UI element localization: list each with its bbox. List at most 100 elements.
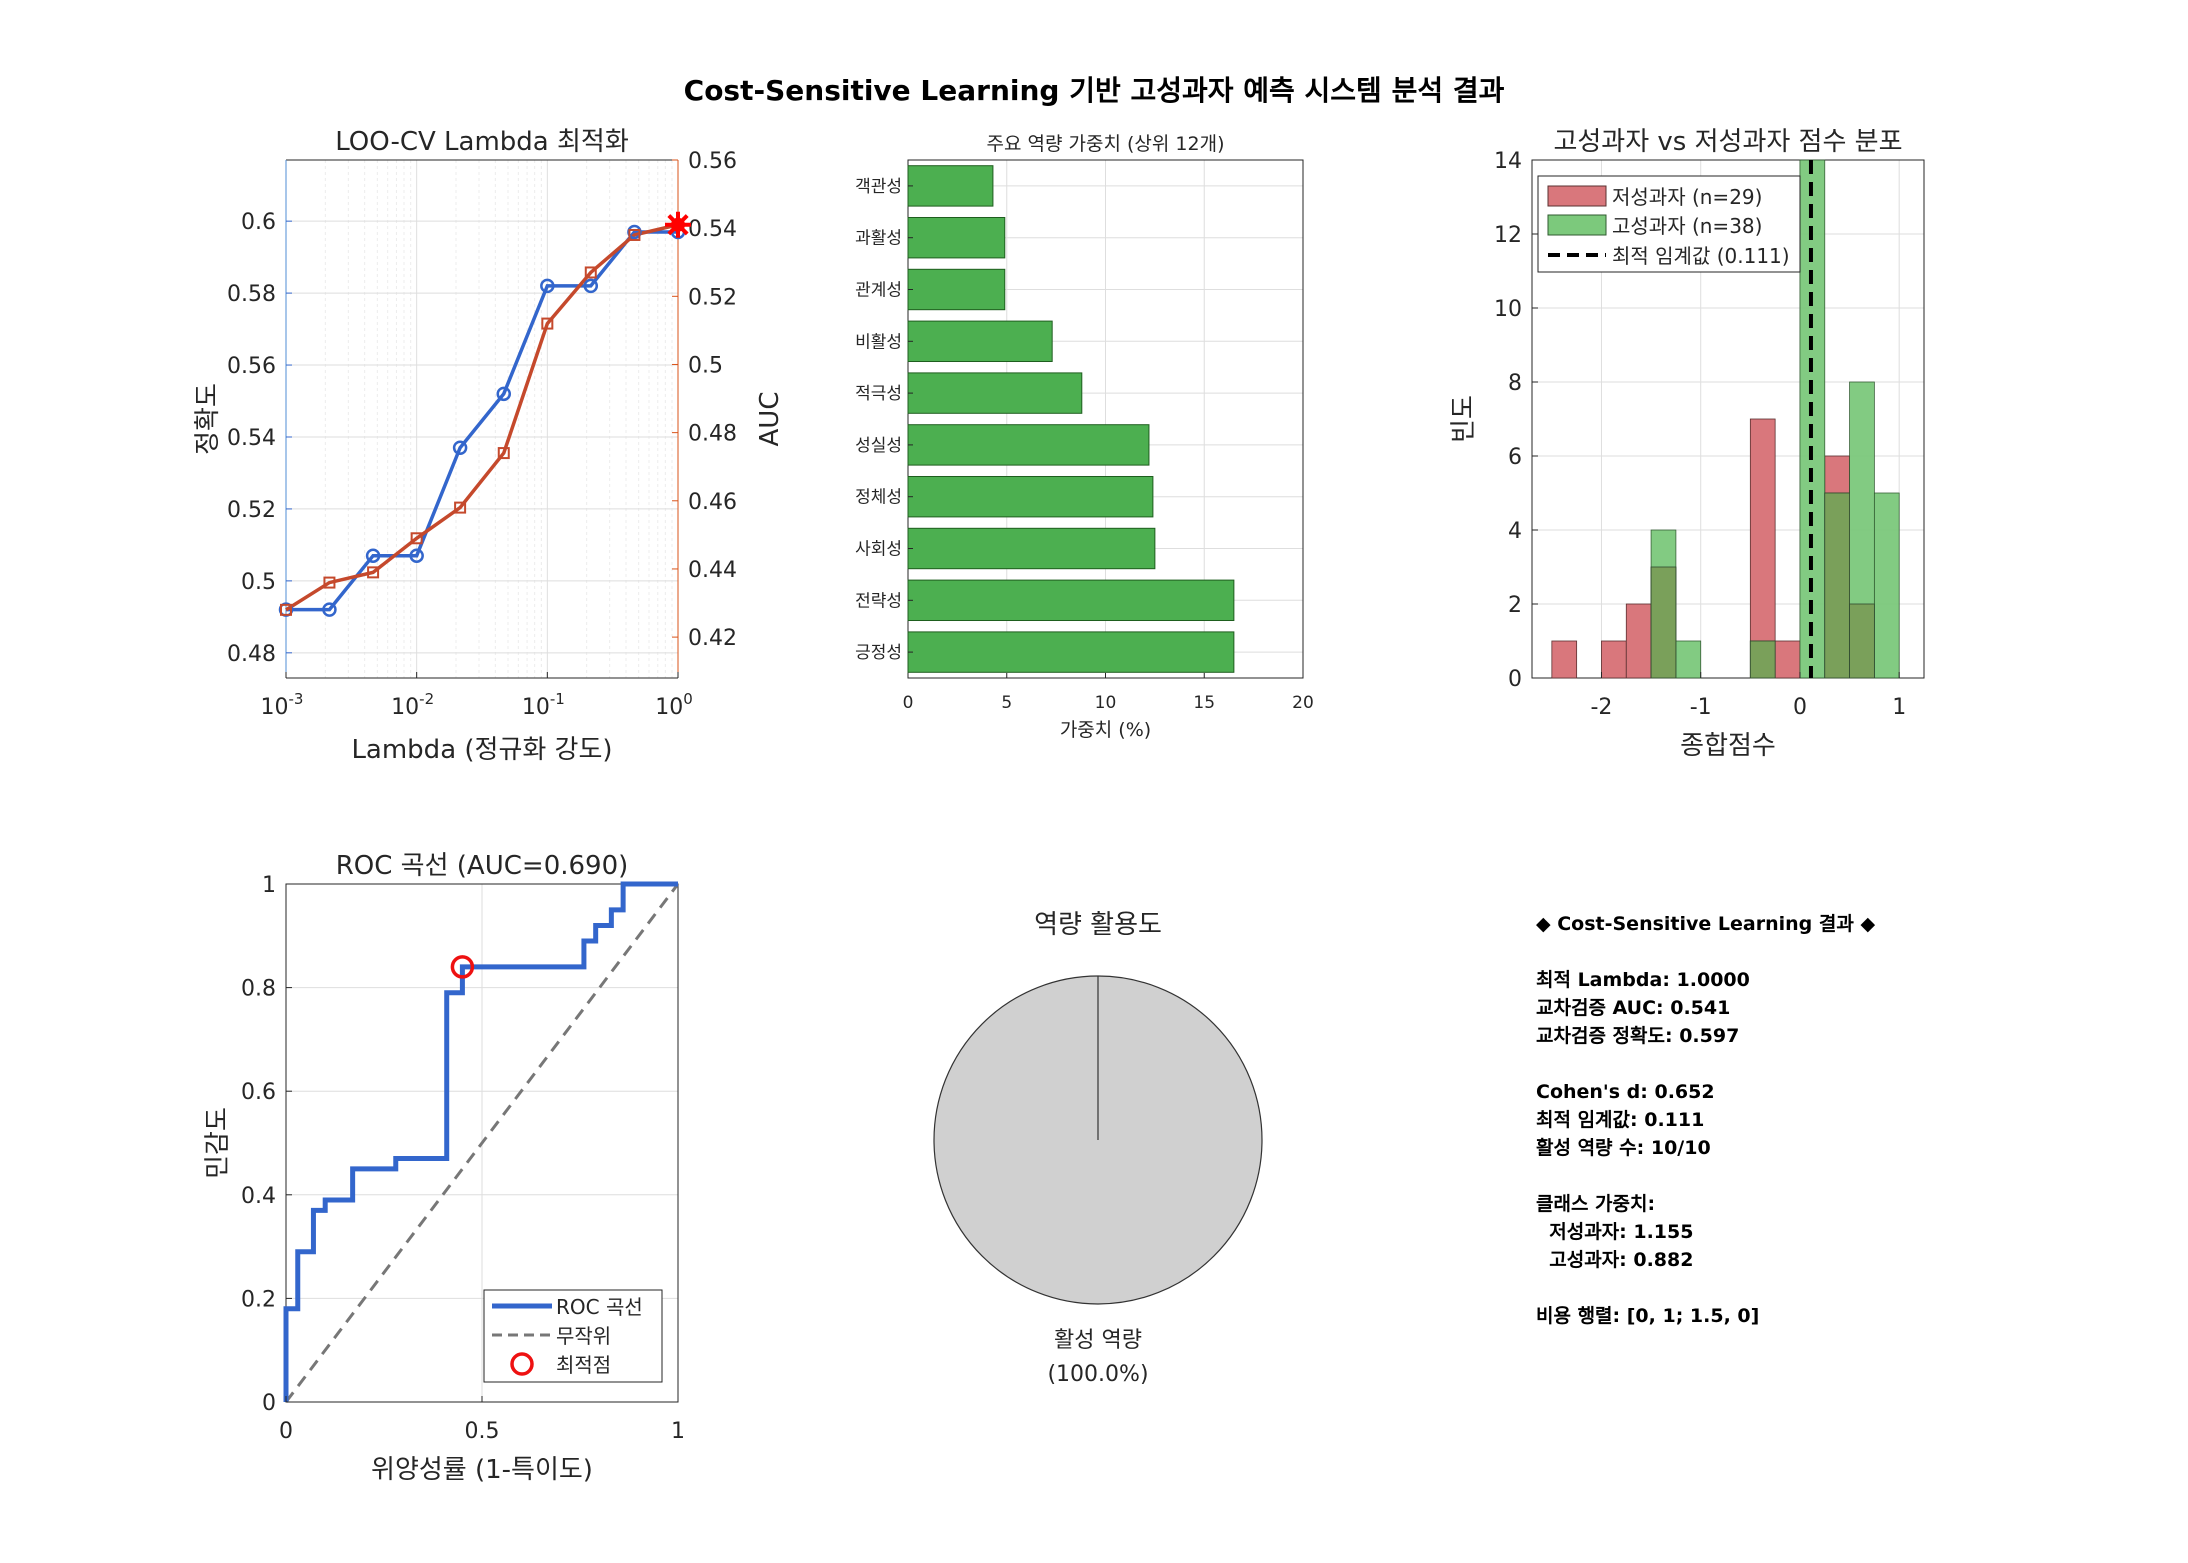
results-line: 활성 역량 수: 10/10 <box>1536 1137 1711 1159</box>
auc-point <box>280 603 292 616</box>
y-tick-label: 14 <box>1494 149 1522 174</box>
results-line: 최적 Lambda: 1.0000 <box>1536 969 1750 991</box>
low-performer-bar <box>1625 603 1652 679</box>
x-tick-label: 5 <box>1001 693 1012 713</box>
y-tick-label: 0.8 <box>241 977 276 1002</box>
low-performer-bar <box>1551 640 1578 679</box>
x-tick-label: 0 <box>1793 695 1807 720</box>
lambda-chart: 0.48 0.5 0.52 0.54 0.56 0.58 0.6 0.42 0.44 0.46 0.… <box>193 127 785 765</box>
low-performer-bar <box>1774 640 1801 679</box>
x-axis-label: Lambda (정규화 강도) <box>351 735 612 765</box>
x-tick-label: 1 <box>671 1419 685 1444</box>
accuracy-point <box>583 278 599 294</box>
category-label: 성실성 <box>855 436 902 456</box>
right-tick-label: 0.48 <box>688 422 737 447</box>
bar <box>907 579 1235 622</box>
low-performer-bar <box>1601 640 1627 679</box>
optimal-point <box>450 955 475 979</box>
optimum-marker <box>665 211 691 238</box>
right-tick-label: 0.46 <box>688 490 737 515</box>
left-tick-label: 0.56 <box>227 354 276 379</box>
x-tick-label: 10-3 <box>261 690 304 720</box>
plot-box <box>1531 159 1925 679</box>
y-axis-label: 빈도 <box>1449 395 1479 443</box>
bar <box>907 268 1006 311</box>
auc-point <box>454 501 467 514</box>
chart-title: 고성과자 vs 저성과자 점수 분포 <box>1553 127 1902 157</box>
accuracy-point <box>496 386 512 402</box>
category-label: 사회성 <box>855 540 902 560</box>
left-tick-label: 0.52 <box>227 498 276 523</box>
bar <box>907 527 1156 570</box>
overlap-bar <box>1650 566 1677 679</box>
category-label: 객관성 <box>855 177 902 197</box>
y-axis-label-right: AUC <box>755 392 785 447</box>
auc-point <box>497 447 510 460</box>
x-axis-label: 위양성률 (1-특이도) <box>371 1455 593 1485</box>
auc-point <box>584 266 597 279</box>
category-label: 적극성 <box>855 384 902 404</box>
left-tick-label: 0.6 <box>241 210 276 235</box>
x-tick-base: 10 <box>522 695 550 720</box>
x-tick-base: 10 <box>655 695 683 720</box>
legend-label: 고성과자 (n=38) <box>1612 214 1762 238</box>
right-tick-label: 0.42 <box>688 626 737 651</box>
y-tick-label: 10 <box>1494 297 1522 322</box>
accuracy-point <box>365 548 381 563</box>
bar <box>907 631 1235 673</box>
auc-line <box>285 223 679 612</box>
legend: 저성과자 (n=29) 고성과자 (n=38) 최적 임계값 (0.111) <box>1537 175 1801 273</box>
roc-chart: 0 0.5 1 0 0.2 0.4 0.6 0.8 1 ROC 곡선 (AUC=0.690) 위양성… <box>203 851 685 1485</box>
overlap-bar <box>1849 603 1875 679</box>
legend-label: ROC 곡선 <box>556 1295 643 1319</box>
x-axis-label: 종합점수 <box>1680 731 1776 761</box>
category-label: 관계성 <box>855 281 902 301</box>
right-tick-label: 0.44 <box>688 558 737 583</box>
bar <box>907 372 1083 414</box>
bar <box>907 320 1053 363</box>
results-line: 최적 임계값: 0.111 <box>1536 1109 1704 1131</box>
auc-point <box>541 317 554 330</box>
chart-title: 주요 역량 가중치 (상위 12개) <box>987 133 1225 155</box>
auc-point <box>323 576 336 589</box>
x-tick-label: 10-2 <box>391 690 434 720</box>
low-performer-bar <box>1749 418 1776 679</box>
results-line: 고성과자: 0.882 <box>1536 1249 1693 1271</box>
category-label: 긍정성 <box>855 643 902 663</box>
y-tick-label: 6 <box>1508 445 1522 470</box>
y-tick-label: 12 <box>1494 223 1522 248</box>
x-tick-label: 100 <box>655 690 693 720</box>
random-line <box>284 883 680 1403</box>
slice-percent: (100.0%) <box>1047 1362 1148 1387</box>
overlap-bar <box>1824 492 1850 679</box>
y-tick-label: 0.2 <box>241 1287 276 1312</box>
x-tick-label: 0 <box>903 693 914 713</box>
auc-point <box>410 532 423 545</box>
legend-label: 최적점 <box>556 1353 611 1377</box>
x-tick-exponent: -1 <box>550 690 565 708</box>
y-tick-label: 0 <box>262 1391 276 1416</box>
category-label: 전략성 <box>855 591 902 611</box>
accuracy-point <box>452 440 468 456</box>
left-tick-label: 0.54 <box>227 426 276 451</box>
left-tick-label: 0.48 <box>227 642 276 667</box>
y-tick-label: 8 <box>1508 371 1522 396</box>
accuracy-point <box>540 278 555 294</box>
auc-point <box>628 228 641 241</box>
x-tick-base: 10 <box>261 695 289 720</box>
bar <box>907 424 1150 466</box>
right-tick-label: 0.56 <box>688 149 737 174</box>
chart-title: 역량 활용도 <box>1034 910 1162 940</box>
legend-label: 최적 임계값 (0.111) <box>1612 244 1790 268</box>
high-performer-bar <box>1873 492 1900 679</box>
left-tick-label: 0.5 <box>241 570 276 595</box>
legend-swatch-high <box>1547 214 1607 236</box>
x-axis-label: 가중치 (%) <box>1060 719 1151 741</box>
x-tick-label: -2 <box>1590 695 1612 720</box>
right-tick-label: 0.52 <box>688 285 737 310</box>
x-tick-label: 0 <box>279 1419 293 1444</box>
